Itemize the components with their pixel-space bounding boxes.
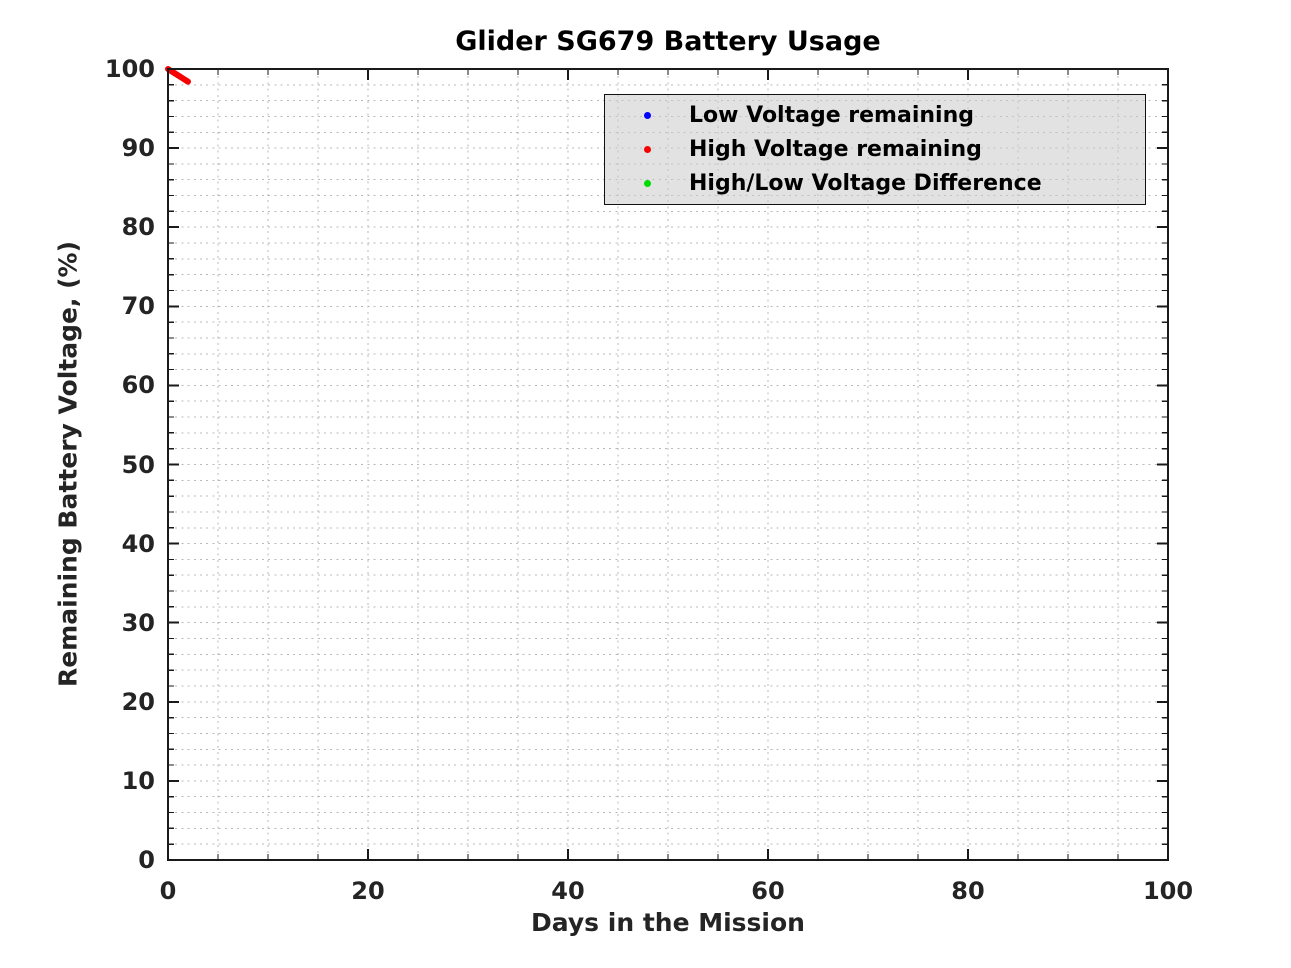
grid [169,70,1167,859]
x-tick-label: 100 [1142,877,1194,905]
y-tick-label: 20 [121,687,155,716]
legend-item-label: High/Low Voltage Difference [689,171,1042,197]
legend-item-label: Low Voltage remaining [689,102,974,128]
x-tick-label: 40 [551,877,585,905]
x-tick-label: 80 [951,877,985,905]
axis-ticks [167,68,1169,861]
chart-title: Glider SG679 Battery Usage [455,26,881,57]
y-tick-label: 0 [138,846,155,874]
legend-marker-dot-icon [644,111,651,119]
y-tick-label: 70 [121,292,155,321]
x-axis-label: Days in the Mission [531,908,805,937]
y-tick-label: 30 [121,608,155,637]
y-tick-label: 50 [121,450,155,479]
y-tick-label: 90 [121,134,155,163]
plot-border [167,68,1169,861]
y-tick-label: 40 [121,529,155,558]
x-tick-label: 60 [751,877,785,905]
legend-marker-dot-icon [644,180,651,188]
legend-item: High/Low Voltage Difference [605,168,1145,200]
x-tick-label: 20 [351,877,385,905]
x-tick-label: 0 [159,877,177,905]
y-tick-label: 10 [121,766,155,795]
y-tick-label: 60 [121,371,155,400]
legend-item: High Voltage remaining [605,133,1145,165]
y-tick-label: 80 [121,213,155,242]
legend: Low Voltage remaining High Voltage remain… [604,94,1146,205]
legend-item-label: High Voltage remaining [689,136,982,162]
legend-item: Low Voltage remaining [605,99,1145,131]
series-trace-1 [165,66,191,85]
y-tick-label: 100 [104,55,155,83]
legend-marker-dot-icon [644,145,651,153]
